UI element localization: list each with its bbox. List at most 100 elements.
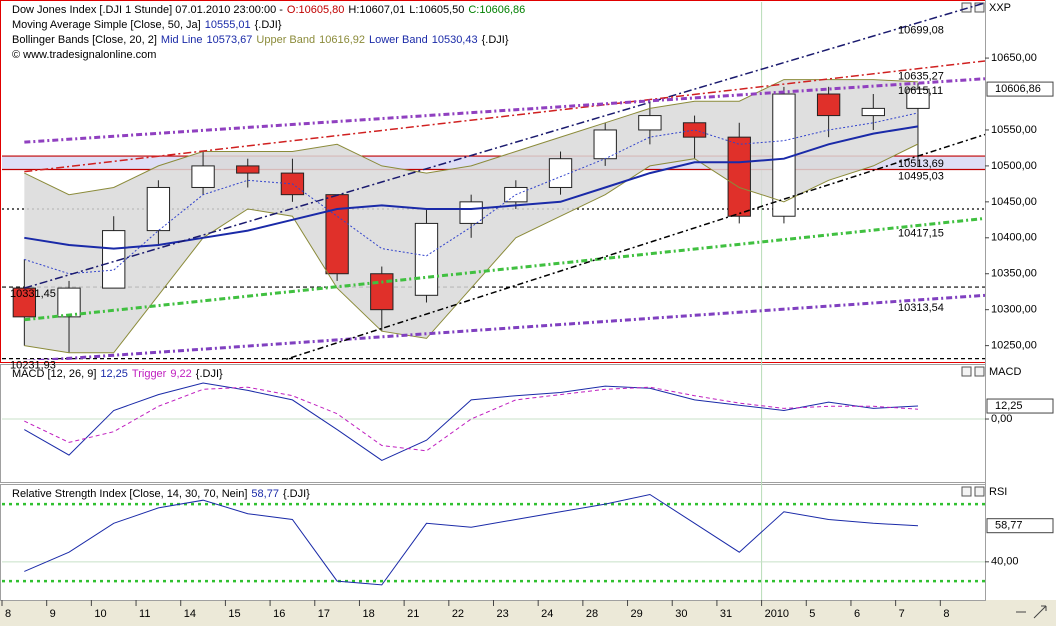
legend-text: 10555,01 [205, 19, 251, 31]
trendline [281, 133, 985, 360]
series-line [24, 79, 919, 196]
candle-body [548, 158, 573, 188]
panel-legend: © www.tradesignalonline.com [12, 49, 156, 61]
candle-body [146, 186, 171, 232]
last-value-box [986, 398, 1054, 414]
candle-body [906, 88, 930, 109]
x-tick-label: 22 [452, 608, 464, 620]
close-button[interactable] [974, 2, 985, 13]
candle-body [727, 136, 751, 217]
legend-text: Relative Strength Index [Close, 14, 30, … [12, 488, 247, 500]
last-value-box [986, 518, 1054, 534]
candle-body [682, 122, 707, 138]
panel-legend: Bollinger Bands [Close, 20, 2] Mid Line 10… [12, 34, 509, 46]
legend-text: {.DJI} [196, 368, 223, 380]
x-tick-label: 6 [854, 608, 860, 620]
x-tick-label: 7 [899, 608, 905, 620]
x-tick-label: 15 [228, 608, 240, 620]
y-tick-label: 10550,00 [991, 124, 1037, 136]
close-button[interactable] [974, 366, 985, 377]
y-tick-label: 10350,00 [991, 268, 1037, 280]
restore-button[interactable] [961, 486, 972, 497]
x-tick-label: 23 [497, 608, 509, 620]
x-tick-label: 14 [184, 608, 196, 620]
last-value-label: 10606,86 [995, 83, 1041, 95]
x-tick-label: 16 [273, 608, 285, 620]
candle-body [861, 107, 885, 117]
y-tick-label: 10650,00 [991, 52, 1037, 64]
scroll-arrows[interactable] [1016, 605, 1047, 619]
y-tick-label: 10450,00 [991, 196, 1037, 208]
restore-button[interactable] [961, 2, 972, 13]
y-tick-label: 10500,00 [991, 160, 1037, 172]
y-tick-label: 0,00 [991, 413, 1012, 425]
x-tick-label: 30 [675, 608, 687, 620]
level-label: 10495,03 [898, 170, 944, 182]
trendline [24, 77, 985, 144]
legend-text: Bollinger Bands [Close, 20, 2] [12, 34, 157, 46]
candle-body [414, 222, 439, 296]
candle-body [816, 93, 841, 117]
legend-text: MACD [12, 26, 9] [12, 368, 96, 380]
legend-text: O:10605,80 [287, 4, 345, 16]
candle-body [370, 273, 394, 311]
series-line [24, 382, 919, 461]
trendline-label: 10417,15 [898, 227, 944, 239]
time-axis-strip [0, 600, 1056, 626]
last-value-label: 58,77 [995, 520, 1023, 532]
panel-plot [2, 2, 985, 360]
legend-text: Lower Band [369, 34, 428, 46]
trendline-label: 10513,69 [898, 158, 944, 170]
panel-plot [2, 382, 985, 461]
x-tick-label: 31 [720, 608, 732, 620]
series-line [24, 112, 919, 275]
legend-text: Dow Jones Index [.DJI 1 Stunde] 07.01.20… [12, 4, 283, 16]
axis-label: XXP [989, 2, 1011, 14]
legend-text: {.DJI} [482, 34, 509, 46]
panel-plot [2, 493, 985, 586]
trendline [24, 60, 985, 173]
panel-buttons [961, 2, 985, 497]
x-tick-label: 28 [586, 608, 598, 620]
legend-text: 10573,67 [207, 34, 253, 46]
level-label: 10231,93 [10, 360, 56, 372]
trendline-label: 10635,27 [898, 71, 944, 83]
trendline-label: 10615,11 [898, 85, 943, 97]
x-tick-label: 21 [407, 608, 419, 620]
candle-body [325, 194, 349, 275]
series-line [24, 493, 919, 586]
trendline [24, 293, 985, 360]
candle-body [191, 165, 215, 188]
legend-text: Upper Band [256, 34, 315, 46]
restore-button[interactable] [961, 366, 972, 377]
x-tick-label: 29 [631, 608, 643, 620]
y-tick-label: 40,00 [991, 556, 1019, 568]
candle-body [638, 115, 662, 131]
legend-text: 9,22 [170, 368, 191, 380]
x-tick-label: 5 [809, 608, 815, 620]
series-line [24, 143, 919, 354]
candle-body [236, 165, 260, 174]
legend-text: {.DJI} [283, 488, 310, 500]
legend-text: © www.tradesignalonline.com [12, 49, 156, 61]
legend-text: C:10606,86 [468, 4, 525, 16]
legend-text: Trigger [132, 368, 167, 380]
legend-text: 58,77 [251, 488, 279, 500]
series-line [24, 125, 919, 250]
legend-text: Moving Average Simple [Close, 50, Ja] [12, 19, 201, 31]
y-tick-label: 10400,00 [991, 232, 1037, 244]
trendline-label: 10699,08 [898, 25, 944, 37]
trendline-label: 10313,54 [898, 302, 944, 314]
level-label: 10331,45 [10, 288, 56, 300]
legend-text: L:10605,50 [409, 4, 464, 16]
candle-body [459, 201, 483, 224]
trendline [24, 2, 985, 289]
y-tick-label: 10250,00 [991, 340, 1037, 352]
close-button[interactable] [974, 486, 985, 497]
legend-text: 10616,92 [319, 34, 365, 46]
legend-text: Mid Line [161, 34, 203, 46]
candle-body [102, 230, 126, 289]
last-value-box [986, 81, 1054, 97]
